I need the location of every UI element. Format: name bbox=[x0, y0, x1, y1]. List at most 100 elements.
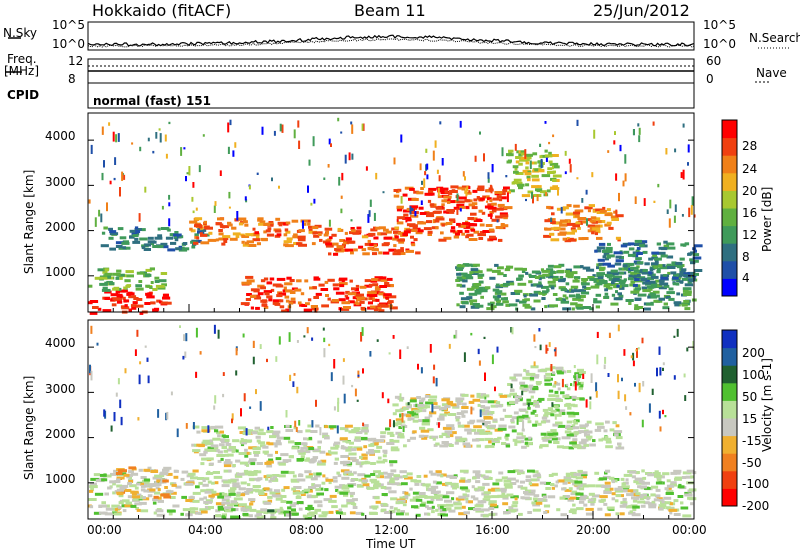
velocity-scatter-cell bbox=[585, 399, 588, 408]
velocity-cell bbox=[149, 483, 157, 487]
velocity-cell bbox=[529, 483, 539, 487]
power-cell bbox=[494, 263, 499, 267]
power-cell bbox=[434, 210, 442, 214]
velocity-cell bbox=[342, 484, 348, 488]
velocity-cell bbox=[412, 491, 420, 495]
velocity-cell bbox=[223, 464, 232, 468]
velocity-cell bbox=[291, 446, 299, 450]
velocity-cell bbox=[653, 498, 659, 502]
power-cell bbox=[150, 281, 154, 284]
velocity-cell bbox=[195, 485, 200, 489]
power-cell bbox=[449, 218, 456, 222]
velocity-scatter-cell bbox=[641, 419, 644, 428]
velocity-cell bbox=[383, 503, 388, 507]
velocity-colorbar-swatch bbox=[722, 382, 737, 401]
power-cell bbox=[246, 279, 255, 283]
power-cell bbox=[566, 222, 576, 226]
power-cell bbox=[469, 271, 474, 275]
velocity-scatter-cell bbox=[432, 376, 435, 384]
power-cell bbox=[649, 282, 658, 286]
velocity-cell bbox=[221, 501, 231, 505]
power-cell bbox=[385, 230, 392, 234]
velocity-cell bbox=[333, 461, 338, 465]
power-cell bbox=[163, 245, 169, 249]
power-cell bbox=[218, 237, 225, 241]
velocity-cell bbox=[555, 421, 563, 425]
velocity-cell bbox=[473, 475, 481, 479]
velocity-cell bbox=[435, 442, 440, 446]
power-cell bbox=[692, 272, 699, 276]
power-cell bbox=[604, 223, 611, 227]
power-cell bbox=[587, 229, 597, 233]
power-cell bbox=[447, 200, 451, 204]
power-cell bbox=[152, 288, 158, 291]
velocity-cell bbox=[437, 504, 447, 508]
velocity-scatter-cell bbox=[463, 352, 466, 362]
power-cell bbox=[488, 228, 495, 232]
velocity-cell bbox=[167, 509, 176, 513]
power-cell bbox=[683, 300, 690, 303]
velocity-scatter-cell bbox=[482, 422, 485, 426]
power-cell bbox=[606, 208, 611, 212]
velocity-cell bbox=[611, 497, 616, 501]
power-cell bbox=[550, 286, 555, 290]
velocity-cell bbox=[527, 420, 532, 424]
power-scatter-cell bbox=[308, 159, 311, 166]
power-cell bbox=[546, 268, 554, 272]
velocity-cell bbox=[125, 501, 132, 505]
velocity-cell bbox=[297, 449, 304, 453]
velocity-cell bbox=[283, 510, 290, 514]
velocity-scatter-cell bbox=[415, 403, 418, 408]
power-cell bbox=[388, 248, 396, 252]
velocity-cell bbox=[435, 508, 439, 512]
velocity-cell bbox=[456, 399, 461, 403]
velocity-cell bbox=[251, 431, 258, 435]
velocity-scatter-cell bbox=[136, 329, 139, 337]
velocity-cell bbox=[566, 411, 575, 415]
velocity-scatter-cell bbox=[381, 392, 384, 399]
power-cell bbox=[462, 222, 471, 226]
power-scatter-cell bbox=[302, 220, 304, 229]
power-cell bbox=[345, 290, 350, 294]
velocity-cell bbox=[296, 501, 304, 504]
velocity-cell bbox=[346, 484, 354, 488]
velocity-cell bbox=[578, 441, 587, 445]
velocity-cell bbox=[643, 501, 650, 505]
velocity-cell bbox=[89, 489, 94, 493]
velocity-cell bbox=[252, 447, 261, 451]
velocity-cell bbox=[623, 473, 633, 477]
power-cell bbox=[653, 299, 663, 303]
power-cell bbox=[636, 252, 643, 255]
power-cell bbox=[249, 295, 257, 298]
power-cell bbox=[255, 235, 260, 239]
velocity-scatter-cell bbox=[120, 416, 123, 426]
velocity-cell bbox=[411, 505, 419, 509]
velocity-cell bbox=[273, 442, 282, 446]
power-cell bbox=[602, 262, 611, 266]
velocity-cell bbox=[535, 501, 543, 505]
velocity-cell bbox=[200, 462, 205, 466]
velocity-cell bbox=[517, 415, 525, 419]
velocity-cell bbox=[197, 477, 204, 480]
power-scatter-cell bbox=[576, 119, 579, 126]
velocity-cell bbox=[269, 491, 276, 495]
power-scatter-cell bbox=[531, 191, 533, 199]
velocity-cell bbox=[525, 410, 529, 414]
power-cell bbox=[615, 236, 621, 240]
power-cell bbox=[348, 300, 355, 304]
power-cell bbox=[618, 294, 624, 298]
velocity-cell bbox=[657, 481, 663, 485]
velocity-cell bbox=[578, 500, 585, 504]
velocity-cell bbox=[558, 409, 566, 413]
velocity-scatter-cell bbox=[275, 356, 278, 362]
velocity-colorbar-swatch bbox=[722, 330, 737, 349]
power-cell bbox=[615, 259, 624, 263]
power-cell bbox=[634, 239, 642, 243]
velocity-cell bbox=[442, 508, 447, 511]
velocity-cell bbox=[612, 421, 617, 425]
power-cell bbox=[515, 160, 520, 164]
velocity-cell bbox=[217, 450, 223, 454]
velocity-cell bbox=[166, 472, 173, 476]
power-cell bbox=[133, 297, 139, 300]
velocity-cell bbox=[409, 399, 417, 403]
